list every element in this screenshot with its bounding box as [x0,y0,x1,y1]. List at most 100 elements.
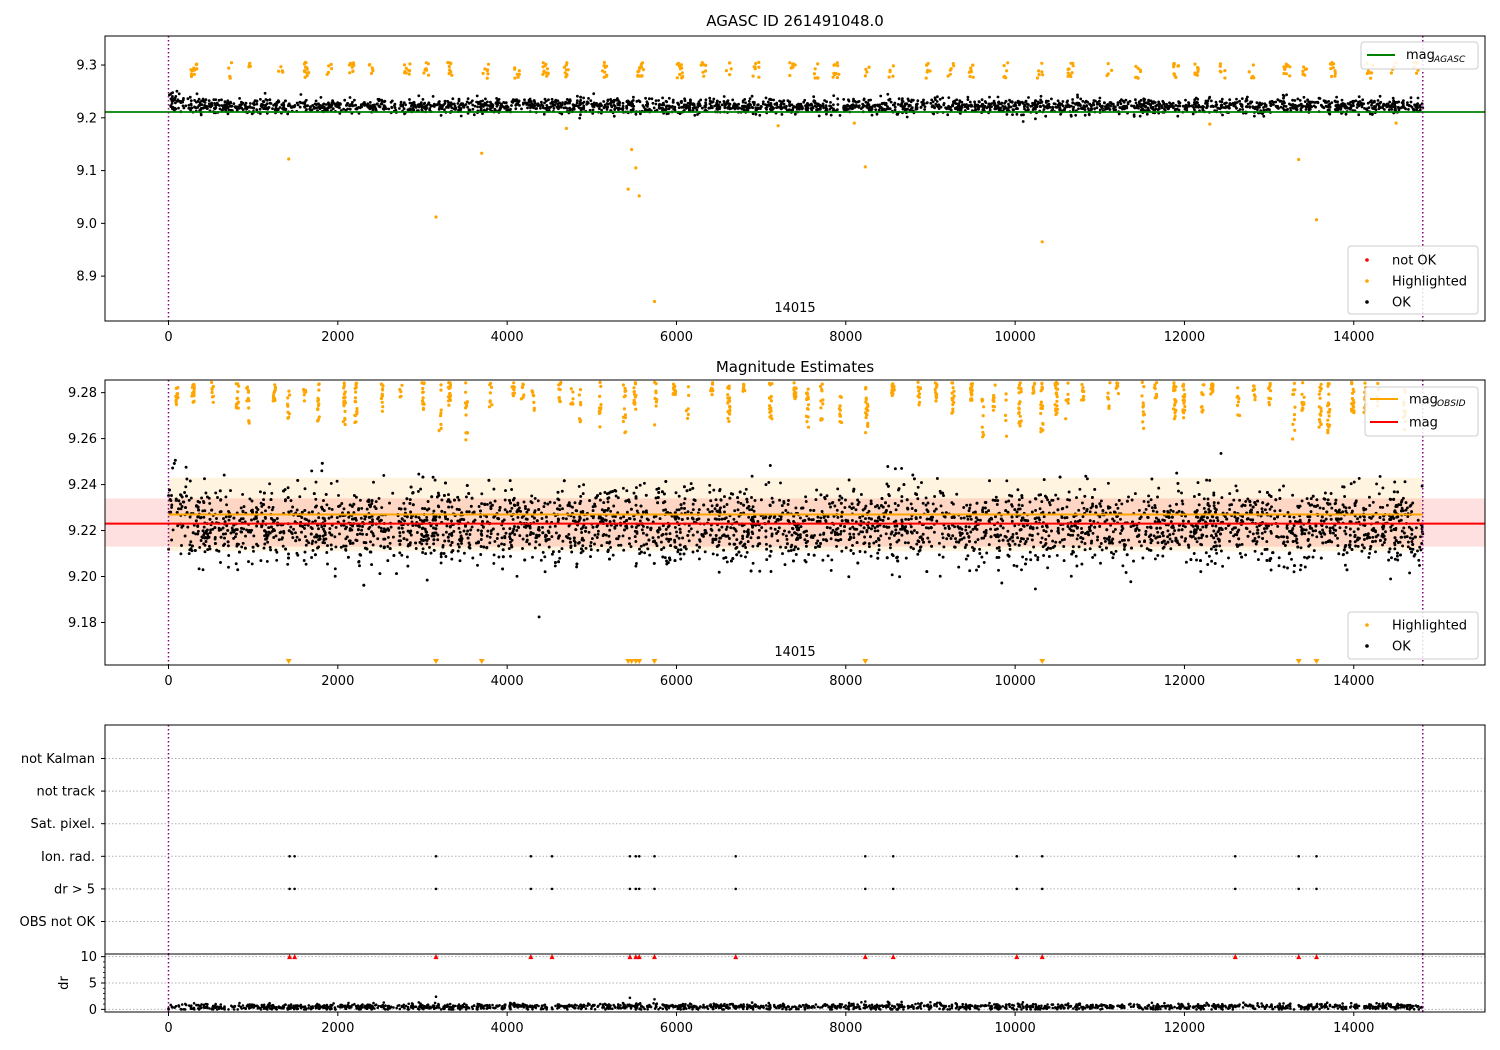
ok-point [804,495,808,499]
ok-point [916,485,920,489]
ok-point [784,534,788,538]
ok-point [231,528,235,532]
ok-point [1255,525,1259,529]
ok-point [427,101,431,105]
ok-point [675,534,679,538]
ok-point [842,529,846,533]
ok-point [782,102,786,106]
highlighted-point [1040,240,1044,244]
ok-point [888,107,891,111]
ok-point [189,102,193,106]
highlighted-point [1066,67,1070,71]
ok-point [600,108,603,112]
ok-point [1238,108,1242,111]
ok-point [790,108,794,112]
ok-point [935,100,939,103]
highlighted-point [630,147,634,152]
ok-point [1051,107,1055,111]
ok-point [1277,564,1281,568]
ok-point [752,103,756,107]
ok-point [542,505,546,509]
ok-point [884,532,888,536]
ok-point [1194,537,1197,541]
ok-point [722,505,726,509]
ok-point [516,103,520,106]
ok-point [553,564,557,568]
ok-point [914,508,918,512]
ok-point [947,96,951,99]
ok-point [556,102,560,106]
ok-point [1028,550,1032,554]
ok-point [851,107,855,110]
highlighted-point [541,65,545,69]
ok-point [439,561,443,565]
ok-point [176,524,180,528]
ok-point [768,97,772,101]
ok-point [806,103,810,107]
ok-point [1138,101,1141,105]
ok-point [1417,558,1421,562]
ok-point [304,562,308,566]
highlighted-point [280,70,284,74]
highlighted-point [638,65,642,69]
ok-point [1176,114,1180,118]
ok-point [933,106,936,109]
ok-point [1177,489,1180,493]
ok-point [217,98,221,102]
ok-point [794,506,798,510]
ok-point [613,526,617,530]
ok-point [1261,112,1264,116]
ok-point [949,108,953,112]
ok-point [959,516,963,520]
ok-point [303,105,306,109]
ok-point [348,107,352,111]
ok-point [363,102,367,106]
ok-point [1297,104,1301,107]
ok-point [807,553,811,556]
ok-point [1144,105,1147,109]
ok-point [398,551,402,555]
ok-point [1273,509,1277,513]
highlighted-point [1288,74,1292,78]
highlighted-point [481,71,485,75]
ok-point [431,95,435,98]
ok-point [1045,99,1048,103]
ok-point [508,535,512,539]
highlighted-point [227,66,231,70]
highlighted-point [1282,65,1286,69]
ok-point [390,105,394,109]
ok-point [405,538,409,542]
ok-point [383,537,387,541]
ok-point [1117,112,1121,116]
ok-point [543,101,546,105]
ok-point [1265,503,1269,507]
ok-point [621,101,625,105]
ok-point [931,100,935,104]
ok-point [1378,94,1382,98]
ok-point [552,107,556,110]
ok-point [479,107,483,111]
ok-point [652,106,656,110]
ok-point [657,535,660,539]
ok-point [433,478,437,482]
ok-point [835,508,839,512]
ok-point [595,536,599,539]
highlighted-point [370,66,374,70]
highlighted-point [483,67,487,71]
highlighted-point [562,65,567,69]
ok-point [1397,108,1401,112]
ok-point [980,98,984,102]
ok-point [640,515,644,519]
ok-point [869,554,873,558]
ok-point [905,108,908,111]
ok-point [546,502,550,506]
ok-point [1343,495,1347,498]
ok-point [1386,102,1390,106]
ok-point [1034,553,1037,557]
ok-point [267,106,271,109]
ok-point [804,500,808,503]
ok-point [1352,530,1356,534]
ok-point [616,102,620,105]
ok-point [1169,520,1173,524]
ok-point [664,532,668,536]
